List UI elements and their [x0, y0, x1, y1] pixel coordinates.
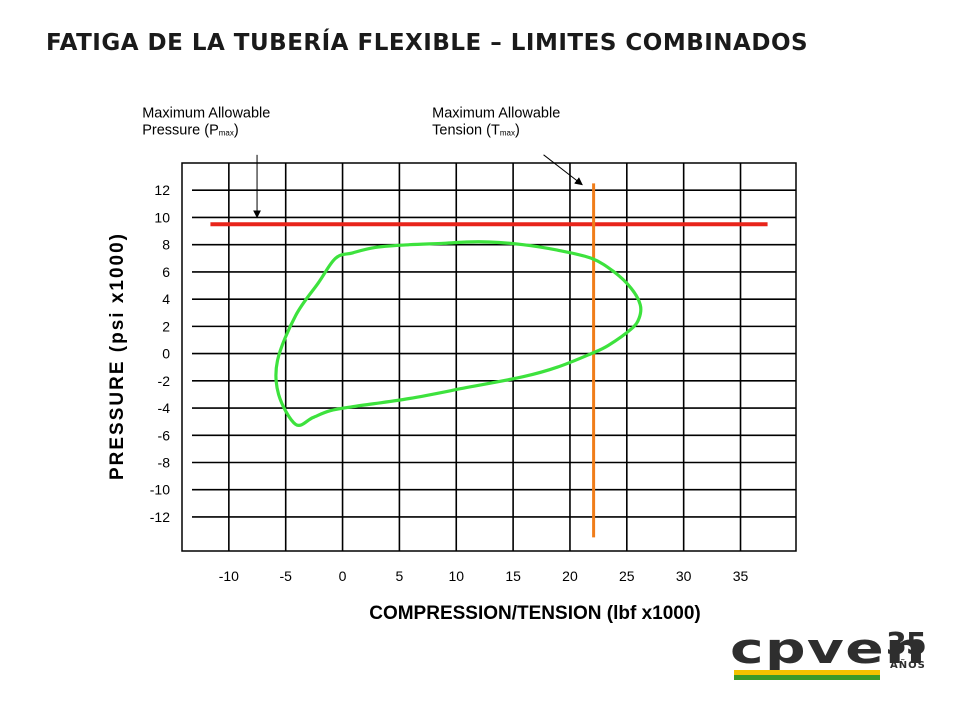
pressure-annotation-line2: Pressure (Pmax) — [142, 123, 239, 139]
x-tick-label: 35 — [733, 568, 749, 584]
logo-years: 35 — [886, 627, 927, 662]
y-tick-label: 2 — [162, 318, 170, 334]
y-tick-label: 12 — [154, 182, 170, 198]
x-tick-label: 25 — [619, 568, 635, 584]
fatigue-envelope-curve — [274, 240, 643, 427]
x-tick-label: 30 — [676, 568, 692, 584]
x-tick-label: -10 — [219, 568, 239, 584]
y-tick-label: -2 — [158, 373, 171, 389]
y-tick-label: -8 — [158, 455, 171, 471]
tension-annotation-line2: Tension (Tmax) — [432, 123, 520, 139]
y-tick-label: 0 — [162, 346, 170, 362]
logo-wordmark: cpven — [730, 624, 927, 673]
x-tick-label: 15 — [505, 568, 521, 584]
y-tick-label: 8 — [162, 237, 170, 253]
logo-stripe-green — [734, 675, 880, 680]
tension-annotation-line1: Maximum Allowable — [432, 106, 560, 122]
x-tick-label: -5 — [279, 568, 292, 584]
pressure-annotation-line1: Maximum Allowable — [142, 106, 270, 122]
y-tick-label: 6 — [162, 264, 170, 280]
slide-title: FATIGA DE LA TUBERÍA FLEXIBLE – LIMITES … — [46, 30, 809, 56]
y-tick-label: 4 — [162, 291, 170, 307]
y-tick-label: -6 — [158, 427, 171, 443]
y-tick-label: -10 — [150, 482, 170, 498]
y-axis-label: PRESSURE (psi x1000) — [107, 232, 128, 480]
x-tick-label: 5 — [396, 568, 404, 584]
x-tick-label: 20 — [562, 568, 578, 584]
y-tick-label: -12 — [150, 509, 170, 525]
y-tick-label: 10 — [154, 209, 170, 225]
tension-annotation-arrow — [543, 154, 583, 186]
x-axis-label: COMPRESSION/TENSION (lbf x1000) — [369, 603, 701, 624]
company-logo: cpven 35 AÑOS — [730, 624, 930, 680]
logo-anos: AÑOS — [890, 660, 926, 671]
x-tick-label: 0 — [339, 568, 347, 584]
x-tick-label: 10 — [448, 568, 464, 584]
plot-frame — [181, 162, 797, 552]
y-tick-label: -4 — [158, 400, 171, 416]
logo-stripe-yellow — [734, 670, 880, 675]
